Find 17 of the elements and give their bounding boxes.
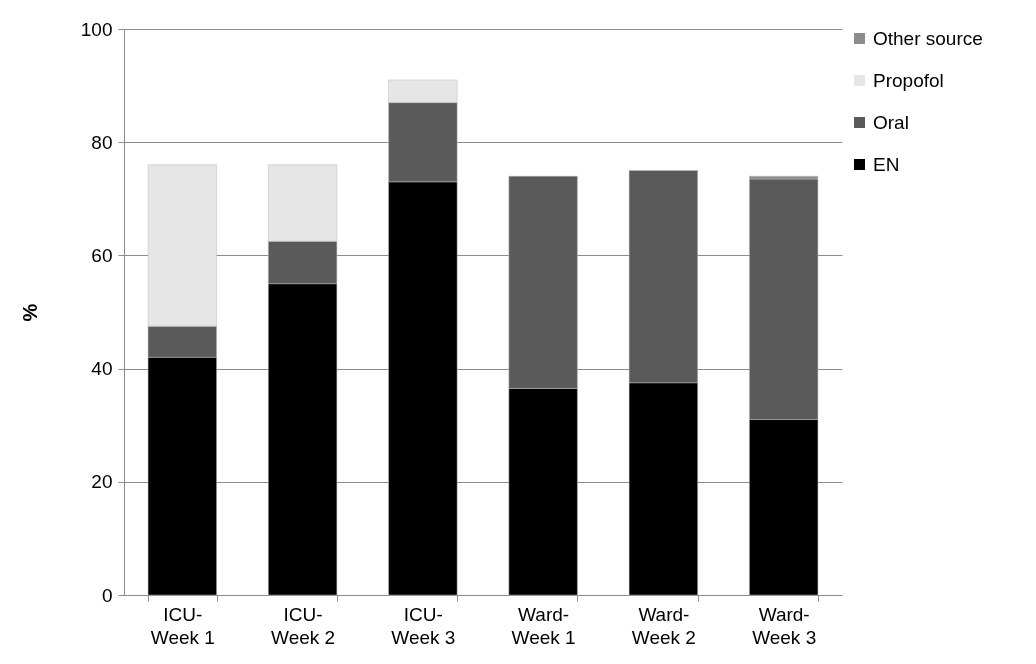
y-tick-label: 20 — [91, 471, 113, 493]
x-tick-label: Ward-Week 2 — [631, 603, 696, 648]
x-tick-label: Ward-Week 3 — [752, 603, 817, 648]
y-tick-label: 100 — [80, 18, 113, 40]
legend-label: Propofol — [873, 69, 944, 91]
legend-label: Other source — [873, 27, 983, 49]
y-tick-label: 80 — [91, 131, 113, 153]
legend-label: Oral — [873, 111, 909, 133]
x-tick-label: ICU-Week 3 — [391, 603, 456, 648]
y-tick-label: 0 — [101, 584, 113, 606]
x-tick-label: ICU-Week 1 — [150, 603, 215, 648]
y-tick-label: 60 — [91, 244, 113, 266]
y-axis-title: % — [18, 303, 41, 322]
x-tick-label: Ward-Week 1 — [511, 603, 576, 648]
y-tick-label: 40 — [91, 358, 113, 380]
x-tick-label: ICU-Week 2 — [271, 603, 336, 648]
legend-label: EN — [873, 153, 900, 175]
